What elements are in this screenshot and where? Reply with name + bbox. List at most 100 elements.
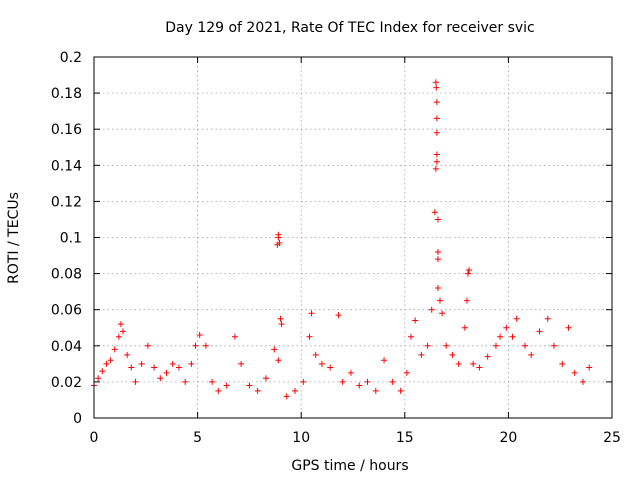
data-point xyxy=(443,342,450,349)
data-point xyxy=(128,364,135,371)
data-point xyxy=(550,342,557,349)
data-point xyxy=(559,360,566,367)
data-point xyxy=(433,84,440,91)
data-point xyxy=(433,129,440,136)
data-point xyxy=(103,360,110,367)
data-point xyxy=(188,360,195,367)
data-point xyxy=(433,158,440,165)
data-point xyxy=(120,328,127,335)
data-point xyxy=(138,360,145,367)
axis-ticks: 0 5 10 15 20 25 0 0.02 0.04 0.06 0.08 0.1 0.12 0.14 0.… xyxy=(51,50,621,446)
x-tick-label: 0 xyxy=(90,430,99,446)
x-tick-label: 10 xyxy=(292,430,310,446)
data-point xyxy=(215,387,222,394)
data-point xyxy=(463,297,470,304)
data-point xyxy=(209,378,216,385)
data-point xyxy=(223,382,230,389)
data-point xyxy=(418,351,425,358)
data-point xyxy=(433,99,440,106)
data-point xyxy=(115,333,122,340)
data-point xyxy=(271,346,278,353)
data-point xyxy=(470,360,477,367)
data-point xyxy=(434,256,441,263)
data-point xyxy=(461,324,468,331)
grid-lines xyxy=(94,57,612,418)
data-point xyxy=(571,369,578,376)
data-point xyxy=(503,324,510,331)
data-point xyxy=(291,387,298,394)
data-point xyxy=(586,364,593,371)
data-point xyxy=(276,239,283,246)
data-point xyxy=(182,378,189,385)
data-point xyxy=(466,266,473,273)
y-tick-label: 0.14 xyxy=(51,158,82,174)
data-point xyxy=(408,333,415,340)
data-point xyxy=(144,342,151,349)
data-point xyxy=(433,115,440,122)
data-point xyxy=(372,387,379,394)
y-tick-label: 0.16 xyxy=(51,122,82,138)
data-point xyxy=(536,328,543,335)
data-point xyxy=(278,321,285,328)
data-point xyxy=(117,321,124,328)
data-point xyxy=(347,369,354,376)
data-point xyxy=(262,375,269,382)
x-tick-label: 15 xyxy=(396,430,414,446)
data-point xyxy=(312,351,319,358)
data-point xyxy=(403,369,410,376)
data-point xyxy=(124,351,131,358)
data-point xyxy=(300,378,307,385)
data-point xyxy=(544,315,551,322)
chart-title: Day 129 of 2021, Rate Of TEC Index for r… xyxy=(165,20,535,36)
data-points xyxy=(91,79,593,400)
data-point xyxy=(192,342,199,349)
data-point xyxy=(497,333,504,340)
x-axis-label: GPS time / hours xyxy=(291,458,408,474)
data-point xyxy=(99,368,106,375)
data-point xyxy=(339,378,346,385)
data-point xyxy=(157,375,164,382)
y-axis-label: ROTI / TECUs xyxy=(6,192,22,284)
data-point xyxy=(335,312,342,319)
data-point xyxy=(464,270,471,277)
data-point xyxy=(449,351,456,358)
data-point xyxy=(381,357,388,364)
y-tick-label: 0 xyxy=(73,411,82,427)
data-point xyxy=(389,378,396,385)
data-point xyxy=(434,285,441,292)
data-point xyxy=(432,165,439,172)
data-point xyxy=(431,209,438,216)
data-point xyxy=(196,331,203,338)
data-point xyxy=(428,306,435,313)
data-point xyxy=(163,369,170,376)
y-tick-label: 0.1 xyxy=(60,231,82,247)
data-point xyxy=(107,357,114,364)
data-point xyxy=(275,357,282,364)
data-point xyxy=(306,333,313,340)
data-point xyxy=(202,342,209,349)
data-point xyxy=(424,342,431,349)
data-point xyxy=(513,315,520,322)
data-point xyxy=(432,79,439,86)
y-tick-label: 0.2 xyxy=(60,50,82,66)
y-tick-label: 0.12 xyxy=(51,194,82,210)
data-point xyxy=(579,378,586,385)
data-point xyxy=(433,151,440,158)
data-point xyxy=(364,378,371,385)
data-point xyxy=(565,324,572,331)
data-point xyxy=(434,248,441,255)
data-point xyxy=(437,297,444,304)
data-point xyxy=(254,387,261,394)
data-point xyxy=(275,231,282,238)
data-point xyxy=(277,315,284,322)
data-point xyxy=(246,382,253,389)
data-point xyxy=(476,364,483,371)
data-point xyxy=(318,360,325,367)
data-point xyxy=(412,317,419,324)
data-point xyxy=(308,310,315,317)
data-point xyxy=(484,353,491,360)
data-point xyxy=(434,216,441,223)
data-point xyxy=(132,378,139,385)
x-tick-label: 5 xyxy=(193,430,202,446)
